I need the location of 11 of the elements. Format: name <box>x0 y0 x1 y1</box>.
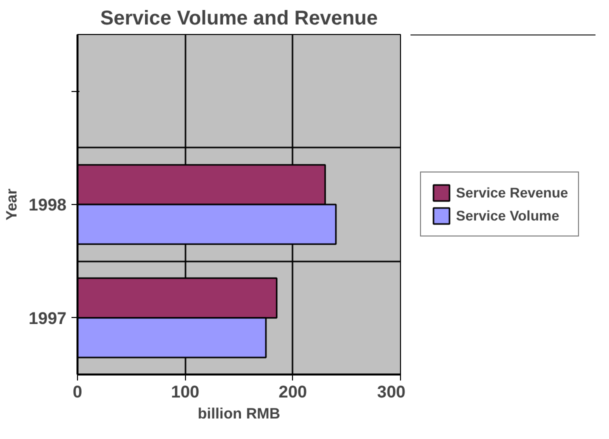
x-axis-title: billion RMB <box>198 406 280 422</box>
x-tick-label: 300 <box>377 382 406 402</box>
legend-label: Service Revenue <box>456 184 568 200</box>
y-axis-title: Year <box>4 188 21 220</box>
x-tick-label: 0 <box>72 382 82 402</box>
x-tick-label: 200 <box>278 382 308 402</box>
y-tick-label: 1998 <box>28 196 67 214</box>
chart-title: Service Volume and Revenue <box>100 8 378 30</box>
y-tick-label: 1997 <box>28 308 67 328</box>
legend-label: Service Volume <box>456 208 560 224</box>
x-tick-label: 100 <box>170 382 200 402</box>
